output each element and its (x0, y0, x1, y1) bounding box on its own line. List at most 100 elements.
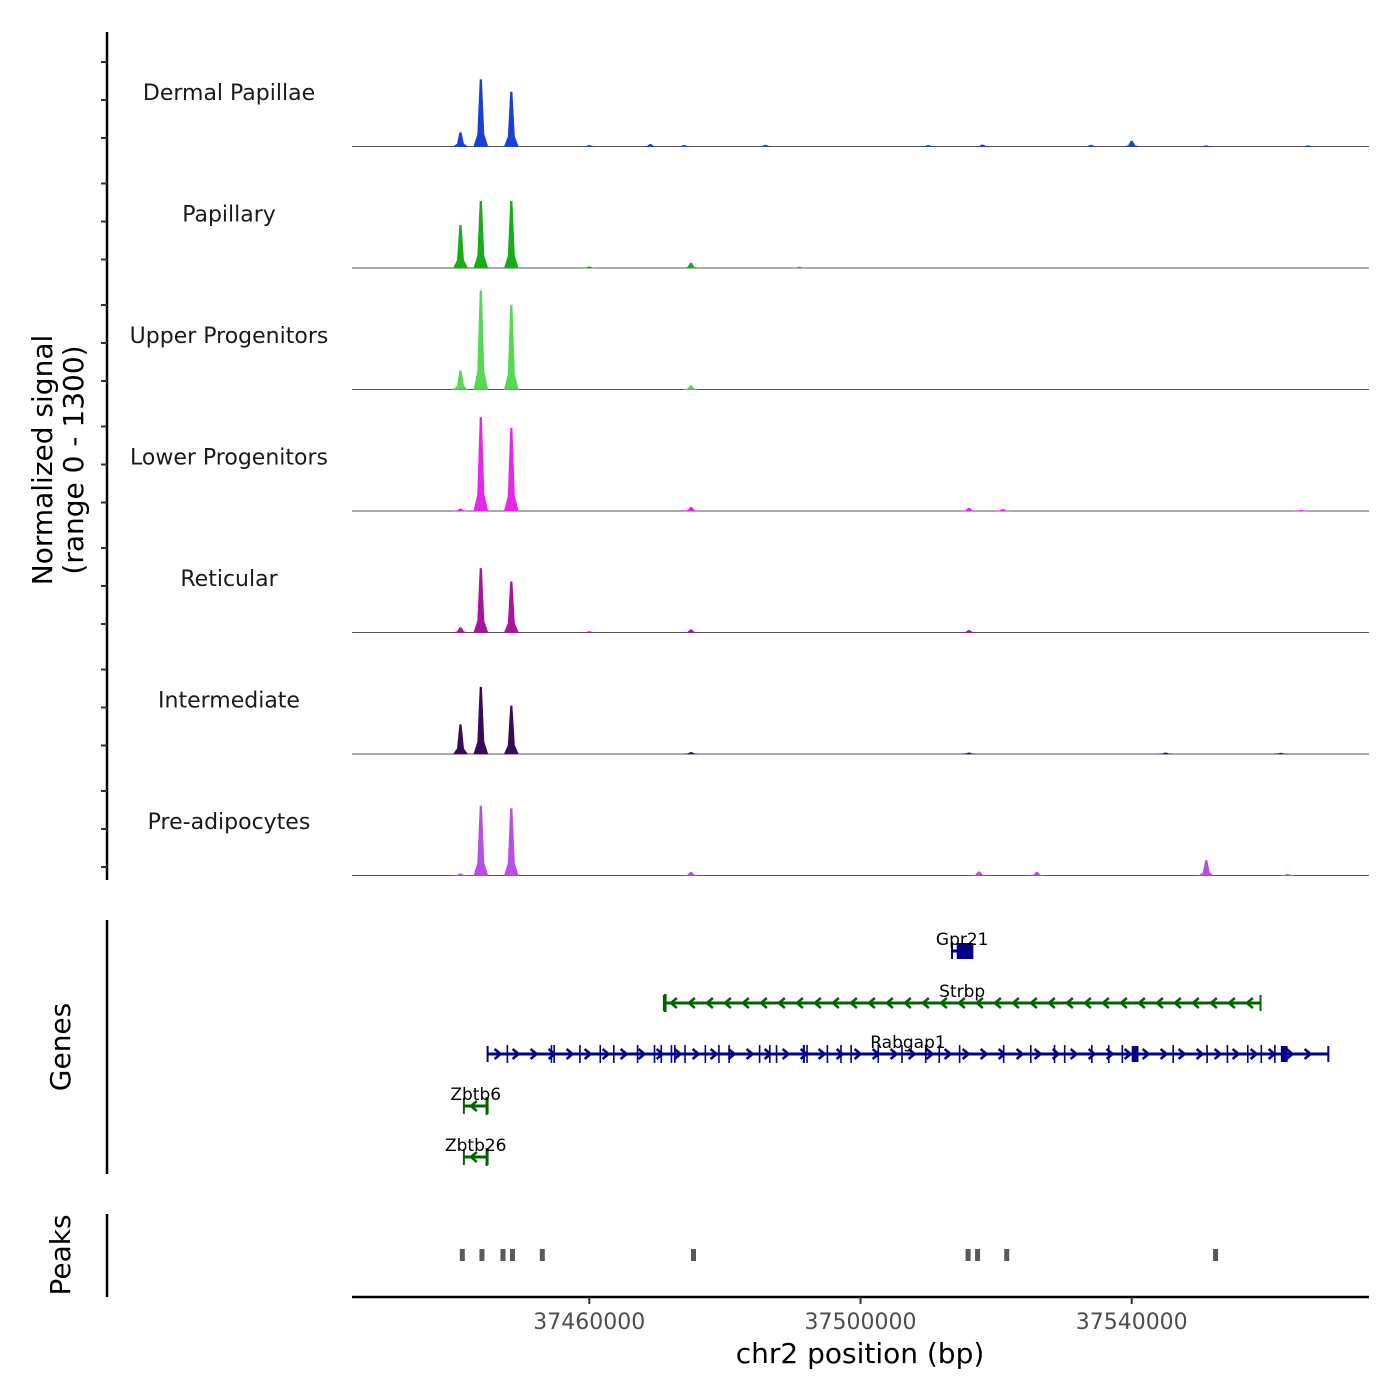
coverage-peak (452, 132, 469, 147)
strand-arrow (1064, 997, 1074, 1009)
exon (775, 1045, 778, 1063)
strand-arrow (943, 1048, 953, 1060)
exon (653, 1045, 656, 1063)
coverage-peak (503, 304, 519, 390)
coverage-peak (582, 631, 597, 633)
exon (1131, 1046, 1139, 1062)
strand-arrow (601, 1048, 611, 1060)
y-axis-title-line-1: Normalized signal (26, 335, 59, 586)
strand-arrow (1159, 1048, 1169, 1060)
strand-arrow (1213, 1048, 1223, 1060)
exon (613, 1045, 615, 1063)
peak-region (691, 1249, 696, 1261)
exon (963, 943, 972, 959)
strand-arrow (1154, 997, 1164, 1009)
strand-arrow (920, 997, 930, 1009)
exon (840, 1045, 842, 1063)
coverage-peak (1083, 144, 1099, 147)
coverage-track: Pre-adipocytes (148, 805, 1369, 876)
exon (485, 1148, 488, 1166)
coverage-peak (503, 581, 519, 633)
strand-arrow (1082, 997, 1092, 1009)
coverage-y-ticks (101, 61, 107, 868)
strand-arrow (794, 997, 804, 1009)
strand-arrow (745, 1048, 755, 1060)
strand-arrow (583, 1048, 593, 1060)
coverage-track: Lower Progenitors (130, 417, 1369, 512)
gene-label: Strbp (939, 982, 985, 1002)
strand-arrow (1015, 1048, 1025, 1060)
gene-label: Zbtb26 (445, 1136, 507, 1156)
coverage-peak (473, 200, 489, 269)
strand-arrow (925, 1048, 935, 1060)
coverage-peak (758, 144, 773, 147)
coverage-peak (1029, 871, 1044, 876)
peak-region (1004, 1249, 1010, 1261)
strand-arrow (740, 997, 750, 1009)
strand-arrow (673, 1048, 683, 1060)
strand-arrow (758, 997, 768, 1009)
strand-arrow (1087, 1048, 1097, 1060)
peaks-track-title: Peaks (44, 1214, 77, 1295)
coverage-peak (1280, 874, 1295, 876)
coverage-peak (921, 145, 936, 147)
strand-arrow (704, 997, 714, 1009)
coverage-peak (995, 509, 1010, 512)
track-label: Papillary (182, 203, 276, 228)
exon (1053, 1045, 1056, 1063)
coverage-peak (683, 262, 699, 269)
coverage-peak (473, 686, 489, 755)
strand-arrow (902, 997, 912, 1009)
exon (826, 1045, 829, 1063)
coverage-track: Papillary (182, 200, 1369, 269)
peak-region (459, 1249, 465, 1261)
coverage-track: Reticular (180, 567, 1369, 633)
gene-label: Rabgap1 (870, 1033, 945, 1053)
exon (1246, 1045, 1249, 1063)
track-label: Lower Progenitors (130, 446, 328, 471)
exon (1121, 1045, 1124, 1063)
track-label: Intermediate (158, 689, 300, 714)
peak-region (479, 1249, 485, 1261)
strand-arrow (619, 1048, 629, 1060)
strand-arrow (992, 997, 1002, 1009)
coverage-peak (473, 417, 489, 512)
strand-arrow (835, 1048, 845, 1060)
coverage-peak (503, 427, 519, 512)
strand-arrow (709, 1048, 719, 1060)
exon (636, 1045, 639, 1063)
coverage-peak (683, 629, 699, 633)
strand-arrow (529, 1048, 539, 1060)
coverage-peak (503, 808, 519, 876)
coverage-peak (677, 145, 692, 147)
strand-arrow (1069, 1048, 1079, 1060)
strand-arrow (997, 1048, 1007, 1060)
coverage-track: Intermediate (158, 686, 1369, 755)
strand-arrow (493, 1048, 503, 1060)
coverage-peak (503, 200, 519, 269)
strand-arrow (763, 1048, 773, 1060)
x-tick-label: 37460000 (533, 1310, 645, 1335)
strand-arrow (961, 1048, 971, 1060)
x-tick-label: 37540000 (1076, 1310, 1188, 1335)
coverage-peak (582, 145, 597, 147)
strand-arrow (776, 997, 786, 1009)
exon (1107, 1045, 1110, 1063)
coverage-peak (1294, 509, 1309, 512)
coverage-peak (975, 144, 990, 147)
strand-arrow (511, 1048, 521, 1060)
strand-arrow (1046, 997, 1056, 1009)
strand-arrow (655, 1048, 665, 1060)
strand-arrow (1231, 1048, 1241, 1060)
coverage-peak (452, 724, 469, 755)
strand-arrow (979, 1048, 989, 1060)
strand-arrow (1123, 1048, 1133, 1060)
coverage-peak (961, 508, 977, 512)
strand-arrow (1100, 997, 1110, 1009)
exon (758, 1045, 761, 1063)
exon (768, 1045, 771, 1063)
coverage-peak (961, 630, 977, 633)
coverage-peak (503, 91, 519, 147)
strand-arrow (565, 1048, 575, 1060)
